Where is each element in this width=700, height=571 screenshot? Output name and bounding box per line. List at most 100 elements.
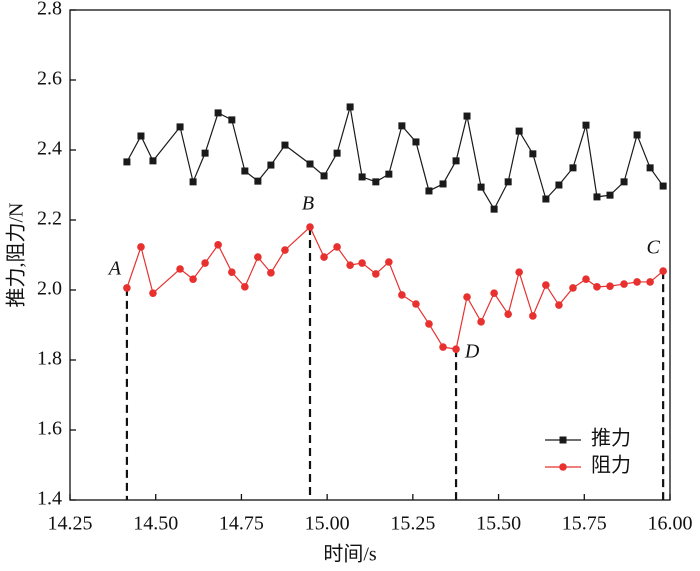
y-tick-label: 1.6 bbox=[37, 418, 62, 440]
data-point bbox=[529, 150, 537, 158]
data-point bbox=[452, 157, 460, 165]
data-point bbox=[412, 138, 420, 146]
plot-frame bbox=[69, 9, 671, 501]
data-point bbox=[490, 289, 498, 297]
data-point bbox=[593, 283, 601, 291]
data-point bbox=[137, 243, 145, 251]
data-point bbox=[477, 183, 485, 191]
data-point bbox=[582, 275, 590, 283]
data-point bbox=[149, 157, 157, 165]
data-point bbox=[214, 109, 222, 117]
data-point bbox=[542, 281, 550, 289]
series-line bbox=[126, 226, 664, 350]
data-point bbox=[606, 282, 614, 290]
y-tick-label: 1.4 bbox=[37, 488, 62, 510]
data-point bbox=[201, 259, 209, 267]
data-point bbox=[385, 170, 393, 178]
data-point bbox=[214, 241, 222, 249]
data-point bbox=[149, 289, 157, 297]
data-point bbox=[439, 180, 447, 188]
data-point bbox=[320, 253, 328, 261]
data-point bbox=[358, 259, 366, 267]
data-point bbox=[463, 293, 471, 301]
y-axis-title: 推力,阻力/N bbox=[5, 203, 28, 308]
data-point bbox=[569, 164, 577, 172]
data-point bbox=[189, 275, 197, 283]
data-point bbox=[425, 320, 433, 328]
data-point bbox=[646, 164, 654, 172]
data-point bbox=[254, 253, 262, 261]
x-tick-label: 14.50 bbox=[133, 513, 178, 535]
data-point bbox=[281, 246, 289, 254]
data-point bbox=[241, 283, 249, 291]
series-line bbox=[126, 106, 664, 211]
data-point bbox=[267, 269, 275, 277]
y-tick-label: 2.6 bbox=[37, 68, 62, 90]
data-point bbox=[515, 268, 523, 276]
annotation-label: A bbox=[107, 257, 122, 279]
data-point bbox=[333, 149, 341, 157]
data-point bbox=[490, 205, 498, 213]
x-tick-label: 15.00 bbox=[305, 513, 350, 535]
data-point bbox=[358, 173, 366, 181]
legend-label: 阻力 bbox=[591, 454, 631, 477]
data-point bbox=[439, 343, 447, 351]
data-point bbox=[633, 131, 641, 139]
data-point bbox=[254, 177, 262, 185]
data-point bbox=[346, 261, 354, 269]
data-point bbox=[137, 132, 145, 140]
data-point bbox=[176, 123, 184, 131]
data-point bbox=[504, 310, 512, 318]
data-point bbox=[228, 268, 236, 276]
data-point bbox=[228, 116, 236, 124]
data-point bbox=[385, 258, 393, 266]
legend-label: 推力 bbox=[591, 427, 631, 450]
data-point bbox=[477, 318, 485, 326]
x-tick-label: 15.75 bbox=[562, 513, 607, 535]
data-point bbox=[123, 284, 131, 292]
annotation-label: C bbox=[646, 237, 660, 259]
data-point bbox=[555, 181, 563, 189]
data-point bbox=[241, 167, 249, 175]
data-point bbox=[372, 178, 380, 186]
data-point bbox=[452, 345, 460, 353]
data-point bbox=[620, 178, 628, 186]
data-point bbox=[412, 300, 420, 308]
legend-marker bbox=[559, 463, 567, 471]
data-point bbox=[346, 103, 354, 111]
data-point bbox=[398, 122, 406, 130]
data-point bbox=[267, 161, 275, 169]
data-point bbox=[398, 291, 406, 299]
data-point bbox=[320, 172, 328, 180]
x-axis-title: 时间/s bbox=[323, 543, 377, 566]
legend-marker bbox=[559, 436, 567, 444]
data-point bbox=[633, 278, 641, 286]
data-point bbox=[201, 149, 209, 157]
data-point bbox=[582, 121, 590, 129]
data-point bbox=[281, 141, 289, 149]
data-point bbox=[504, 178, 512, 186]
x-tick-label: 14.75 bbox=[219, 513, 264, 535]
data-point bbox=[593, 193, 601, 201]
x-tick-label: 15.50 bbox=[476, 513, 521, 535]
data-point bbox=[333, 243, 341, 251]
y-tick-label: 2.0 bbox=[37, 278, 62, 300]
data-point bbox=[372, 270, 380, 278]
data-point bbox=[463, 112, 471, 120]
data-point bbox=[542, 195, 550, 203]
y-tick-label: 2.4 bbox=[37, 138, 62, 160]
data-point bbox=[529, 312, 537, 320]
x-tick-label: 14.25 bbox=[48, 513, 93, 535]
data-point bbox=[646, 278, 654, 286]
data-point bbox=[659, 182, 667, 190]
data-point bbox=[123, 158, 131, 166]
data-point bbox=[176, 265, 184, 273]
data-point bbox=[659, 267, 667, 275]
x-tick-label: 16.00 bbox=[648, 513, 693, 535]
y-tick-label: 2.2 bbox=[37, 208, 62, 230]
data-point bbox=[515, 127, 523, 135]
data-point bbox=[306, 223, 314, 231]
data-point bbox=[425, 187, 433, 195]
data-point bbox=[569, 284, 577, 292]
